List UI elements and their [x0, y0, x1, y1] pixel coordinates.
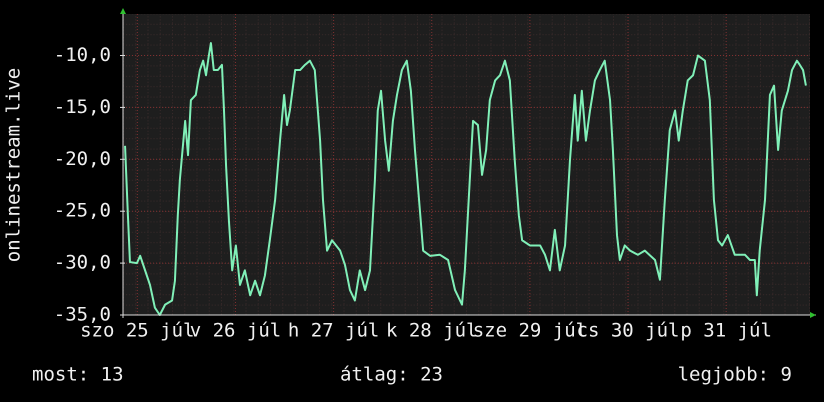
x-tick-label: szo 25 júl	[80, 320, 194, 342]
y-tick-label: -30,0	[54, 252, 111, 274]
y-tick-label: -20,0	[54, 148, 111, 170]
y-tick-label: -10,0	[54, 44, 111, 66]
stat-average: átlag: 23	[340, 364, 443, 386]
stat-current: most: 13	[32, 364, 124, 386]
y-tick-label: -35,0	[54, 304, 111, 326]
x-tick-label: h 27 júl	[288, 320, 380, 342]
data-line	[124, 42, 807, 316]
x-tick-label: p 31 júl	[680, 320, 772, 342]
stat-best: legjobb: 9	[678, 364, 792, 386]
y-tick-label: -25,0	[54, 200, 111, 222]
y-axis-label: onlinestream.live	[3, 68, 25, 262]
x-tick-label: k 28 júl	[386, 320, 478, 342]
y-tick-label: -15,0	[54, 96, 111, 118]
plot: -35,0 -30,0 -25,0 -20,0 -15,0 -10,0 szo 25 júl…	[54, 14, 810, 342]
x-tick-label: v 26 júl	[190, 320, 282, 342]
x-tick-label: sze 29 júl	[473, 320, 587, 342]
axes	[120, 9, 816, 318]
x-tick-label: cs 30 júl	[577, 320, 680, 342]
